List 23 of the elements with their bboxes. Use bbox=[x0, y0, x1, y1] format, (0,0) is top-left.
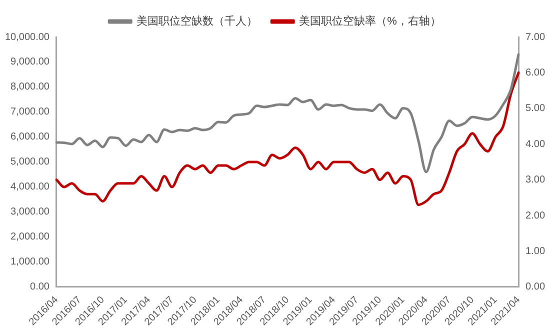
y-tick-label: 10,000.00 bbox=[4, 32, 50, 43]
y-tick-label: 3,000.00 bbox=[10, 206, 50, 218]
y-tick-label: 4,000.00 bbox=[10, 182, 50, 193]
y-tick-label: 8,000.00 bbox=[10, 82, 50, 93]
y-tick-label: 6,000.00 bbox=[10, 132, 50, 143]
line-series bbox=[55, 53, 520, 174]
y-tick-label: 1,000.00 bbox=[10, 256, 50, 268]
y2-tick-label: 4.00 bbox=[526, 138, 546, 150]
line-series bbox=[55, 71, 520, 206]
y2-tick-label: 7.00 bbox=[526, 32, 546, 43]
legend-label: 美国职位空缺数（千人） bbox=[136, 14, 258, 28]
y2-tick-label: 5.00 bbox=[526, 103, 546, 114]
y2-tick-label: 6.00 bbox=[526, 67, 546, 78]
y2-tick-label: 0.00 bbox=[526, 282, 546, 293]
y2-tick-label: 2.00 bbox=[526, 210, 546, 222]
legend-label: 美国职位空缺率（%，右轴） bbox=[299, 14, 441, 28]
y-tick-label: 7,000.00 bbox=[10, 106, 50, 118]
y-tick-label: 0.00 bbox=[30, 282, 50, 293]
y2-tick-label: 1.00 bbox=[526, 246, 546, 257]
y2-tick-label: 3.00 bbox=[526, 174, 546, 186]
y-tick-label: 2,000.00 bbox=[10, 232, 50, 243]
y-tick-label: 9,000.00 bbox=[10, 56, 50, 68]
y-tick-label: 5,000.00 bbox=[10, 156, 50, 168]
